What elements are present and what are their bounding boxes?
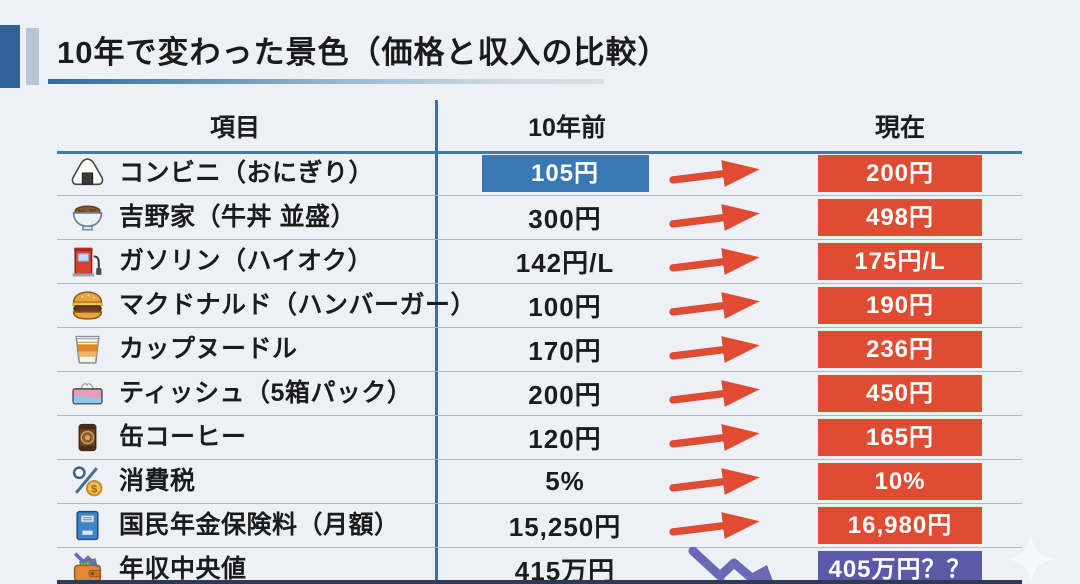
increase-arrow-icon [665,466,765,500]
price-before: 300円 [528,204,602,234]
row-label: ティッシュ（5箱パック） [119,379,413,407]
row-label: 消費税 [119,467,196,495]
table-row: ガソリン（ハイオク） 142円/L 175円/L [57,240,1022,284]
increase-arrow-icon [665,290,765,324]
increase-arrow-icon [665,334,765,368]
column-header-item: 項目 [209,114,260,142]
onigiri-icon [69,155,106,192]
row-label: マクドナルド（ハンバーガー） [119,291,477,319]
row-label: コンビニ（おにぎり） [119,159,375,187]
column-header-after: 現在 [874,114,925,142]
tissue-box-icon [69,375,106,412]
table-body: コンビニ（おにぎり） 105円 200円 吉野家（牛丼 並盛） 300円 498… [57,152,1022,584]
table-row: 吉野家（牛丼 並盛） 300円 498円 [57,196,1022,240]
table-row: マクドナルド（ハンバーガー） 100円 190円 [57,284,1022,328]
price-after: 10% [818,463,982,500]
row-label: 国民年金保険料（月額） [119,511,400,539]
sparkle-icon [1006,534,1056,584]
page-title: 10年で変わった景色（価格と収入の比較） [57,35,670,70]
title-underline-decoration [48,79,604,84]
price-after: 405万円？？ [818,551,982,584]
decline-arrow-icon: ？ [687,547,787,584]
gas-pump-icon [69,243,106,280]
price-after: 236円 [818,331,982,368]
price-before: 200円 [528,380,602,410]
cup-noodle-icon [69,331,106,368]
price-before: 120円 [528,424,602,454]
increase-arrow-icon [665,246,765,280]
price-after: 498円 [818,199,982,236]
row-label: ガソリン（ハイオク） [119,247,374,275]
price-before: 100円 [528,292,602,322]
table-row: 缶コーヒー 120円 165円 [57,416,1022,460]
tax-percent-icon [69,463,106,500]
price-before: 5% [545,466,585,496]
increase-arrow-icon [665,202,765,236]
column-divider-line [435,100,438,582]
table-row: コンビニ（おにぎり） 105円 200円 [57,152,1022,196]
price-before: 415万円 [514,556,616,584]
coffee-can-icon [69,419,106,456]
title-accent-bar-dark [0,25,20,88]
table-row: 消費税 5% 10% [57,460,1022,504]
price-after: 16,980円 [818,507,982,544]
column-header-before: 10年前 [528,114,606,142]
table-row: ティッシュ（5箱パック） 200円 450円 [57,372,1022,416]
increase-arrow-icon [665,158,765,192]
header-underline [57,151,1022,154]
increase-arrow-icon [665,378,765,412]
price-before: 105円 [481,155,649,192]
price-after: 450円 [818,375,982,412]
price-after: 190円 [818,287,982,324]
bottom-edge-bar [57,580,1022,584]
price-before: 142円/L [515,248,615,278]
title-accent-bar-light [26,28,39,85]
table-row: 国民年金保険料（月額） 15,250円 16,980円 [57,504,1022,548]
price-before: 170円 [528,336,602,366]
table-row: 年収中央値 415万円 ？ 405万円？？ [57,548,1022,584]
table-row: カップヌードル 170円 236円 [57,328,1022,372]
hamburger-icon [69,287,106,324]
row-label: 年収中央値 [119,555,247,583]
pension-book-icon [69,507,106,544]
row-label: 吉野家（牛丼 並盛） [119,203,356,231]
row-label: カップヌードル [119,335,298,363]
increase-arrow-icon [665,510,765,544]
price-after: 175円/L [818,243,982,280]
increase-arrow-icon [665,422,765,456]
price-after: 200円 [818,155,982,192]
price-before: 15,250円 [508,512,622,542]
row-label: 缶コーヒー [119,423,247,451]
gyudon-bowl-icon [69,199,106,236]
price-after: 165円 [818,419,982,456]
